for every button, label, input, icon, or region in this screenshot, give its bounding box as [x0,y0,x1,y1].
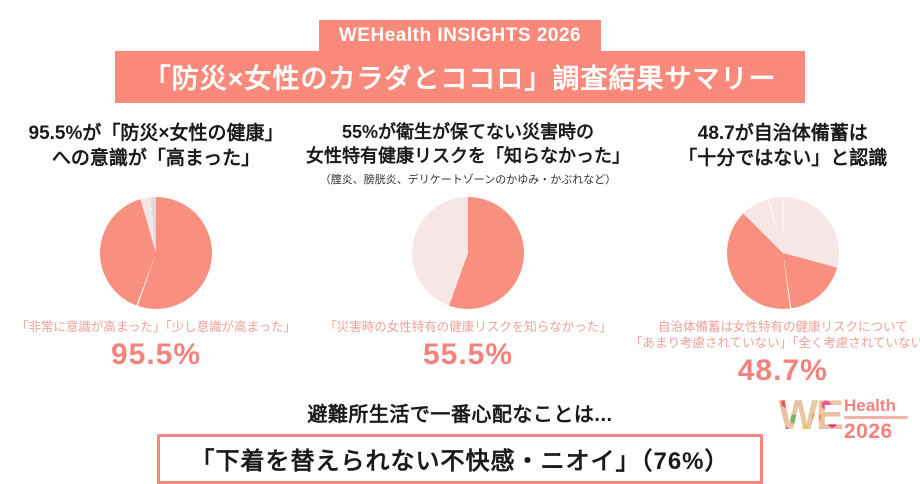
stat-column-stockpile: 48.7が自治体備蓄は 「十分ではない」と認識 自治体備蓄は女性特有の健康リスク… [630,121,920,388]
stat-title: 95.5%が「防災×女性の健康」 への意識が「高まった」 [29,121,284,173]
logo-we-floral-text: WE [778,391,842,438]
pie-caption-line2: 「あまり考慮されていない」「全く考慮されていない」 [630,336,920,351]
header-badge: WEHealth INSIGHTS 2026 [318,20,602,51]
stat-title-line2: 「十分ではない」と認識 [678,148,888,170]
pie-caption-line1: 「災害時の女性特有の健康リスクを知らなかった」 [324,320,612,334]
pie-caption: 「非常に意識が高まった」「少し意識が高まった」 [16,319,296,336]
page-title: 「防災×女性のカラダとココロ」調査結果サマリー [115,51,805,103]
pie-caption-line1: 自治体備蓄は女性特有の健康リスクについて [657,320,908,334]
logo-year-text: 2026 [844,420,893,443]
stat-title-line1: 55%が衛生が保てない災害時の [341,122,595,142]
footer-lead-text: 避難所生活で一番心配なことは... [307,403,613,426]
pie-caption-line1: 「非常に意識が高まった」「少し意識が高まった」 [15,320,297,334]
stat-value: 55.5% [422,338,514,371]
logo-health-text: Health [844,396,896,415]
stat-title-line2: 女性特有健康リスクを「知らなかった」 [306,145,630,166]
stat-title: 55%が衛生が保てない災害時の 女性特有健康リスクを「知らなかった」 [306,121,630,173]
stat-note: （腟炎、膀胱炎、デリケートゾーンのかゆみ・かぶれなど） [319,174,617,186]
logo-right-block: Health 2026 [844,397,908,442]
wehealth-logo: WE Health 2026 [778,395,908,442]
stat-column-awareness: 95.5%が「防災×女性の健康」 への意識が「高まった」 「非常に意識が高まった… [6,121,306,388]
stat-column-risk-knowledge: 55%が衛生が保てない災害時の 女性特有健康リスクを「知らなかった」 （腟炎、膀… [306,121,630,388]
pie-chart-awareness [100,197,212,309]
footer-highlight-box: 「下着を替えられない不快感・ニオイ」（76%） [157,433,763,484]
pie-chart-stockpile [726,197,839,309]
pie-chart-risk-knowledge [412,197,524,309]
stat-columns: 95.5%が「防災×女性の健康」 への意識が「高まった」 「非常に意識が高まった… [0,121,920,388]
logo-tagline-strip [844,416,908,419]
header: WEHealth INSIGHTS 2026 「防災×女性のカラダとココロ」調査… [0,0,920,103]
stat-title-line1: 95.5%が「防災×女性の健康」 [28,123,284,144]
stat-title-line1: 48.7が自治体備蓄は [697,123,868,144]
stat-value: 95.5% [110,338,202,371]
pie-caption: 「災害時の女性特有の健康リスクを知らなかった」 [324,319,612,336]
stat-title: 48.7が自治体備蓄は 「十分ではない」と認識 [678,121,887,173]
pie-caption: 自治体備蓄は女性特有の健康リスクについて 「あまり考慮されていない」「全く考慮さ… [630,319,920,352]
stat-title-line2: への意識が「高まった」 [51,148,261,170]
stat-value: 48.7% [737,353,828,387]
